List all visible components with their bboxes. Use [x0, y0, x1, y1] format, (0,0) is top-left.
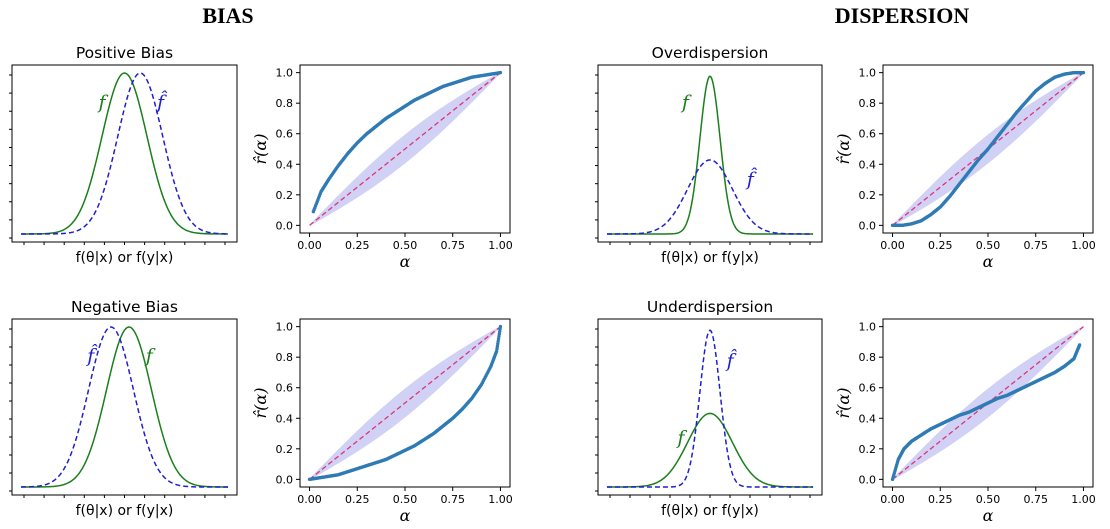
plot-frame [597, 318, 823, 496]
x-tick-label: 0.75 [1023, 239, 1048, 252]
x-tick-label: 0.75 [440, 493, 465, 506]
y-axis-label: r̂(α) [251, 134, 270, 165]
panel-4: Overdispersion f f̂ f(θ|x) or f(y|x) [595, 44, 823, 266]
x-axis-label: f(θ|x) or f(y|x) [661, 503, 759, 519]
panel-7: 0.00 0.25 0.50 0.75 1.00 0.0 0.2 0.4 0.6 0.8 1.0 α r… [834, 318, 1096, 525]
y-tick-label: 0.6 [276, 128, 294, 141]
data-point [1077, 343, 1082, 347]
panel-title: Negative Bias [71, 298, 178, 316]
y-tick-label: 0.0 [276, 219, 294, 232]
f-hat-label: f̂ [155, 90, 168, 113]
x-axis-label: α [400, 252, 411, 271]
panel-title: Underdispersion [647, 298, 773, 316]
y-axis-label: r̂(α) [834, 388, 853, 419]
x-tick-label: 0.00 [297, 493, 322, 506]
data-point [1081, 70, 1086, 75]
y-tick-label: 1.0 [859, 67, 877, 80]
x-tick-label: 1.00 [1071, 239, 1096, 252]
x-tick-label: 0.00 [880, 493, 905, 506]
y-tick-label: 0.0 [859, 473, 877, 486]
y-tick-label: 0.6 [276, 382, 294, 395]
plot-frame [11, 318, 238, 496]
estimated-density-line [606, 329, 814, 488]
estimated-density-line [606, 159, 814, 235]
panel-title: Overdispersion [652, 44, 769, 62]
y-tick-label: 0.2 [859, 189, 877, 202]
y-tick-label: 0.4 [859, 412, 877, 425]
x-tick-label: 0.75 [1023, 493, 1048, 506]
data-point [498, 70, 503, 75]
y-tick-label: 0.0 [276, 473, 294, 486]
x-tick-label: 0.00 [297, 239, 322, 252]
x-axis-label: f(θ|x) or f(y|x) [76, 503, 174, 519]
x-tick-label: 0.25 [928, 239, 953, 252]
y-tick-label: 0.2 [859, 443, 877, 456]
y-tick-label: 0.4 [276, 158, 294, 171]
f-label: f [680, 91, 692, 113]
x-tick-label: 0.50 [393, 239, 418, 252]
f-label: f [144, 345, 156, 367]
x-axis-label: α [983, 252, 994, 271]
panel-1: 0.00 0.25 0.50 0.75 1.00 0.0 0.2 0.4 0.6 0.8 1.0 α r… [251, 64, 513, 271]
data-point [498, 324, 503, 329]
x-tick-label: 0.25 [928, 493, 953, 506]
panel-title: Positive Bias [76, 44, 173, 62]
f-hat-label: f̂ [745, 168, 758, 191]
y-tick-label: 0.0 [859, 219, 877, 232]
x-axis-label: f(θ|x) or f(y|x) [661, 250, 759, 266]
x-tick-label: 0.00 [880, 239, 905, 252]
y-axis-label: r̂(α) [834, 134, 853, 165]
true-density-line [606, 75, 814, 235]
dispersion-header: DISPERSION [835, 3, 970, 28]
y-tick-label: 0.8 [276, 97, 294, 110]
plot-frame [11, 64, 238, 243]
panel-5: 0.00 0.25 0.50 0.75 1.00 0.0 0.2 0.4 0.6 0.8 1.0 α r… [834, 64, 1096, 271]
true-density-line [606, 412, 814, 488]
estimated-density-line [20, 326, 228, 488]
y-tick-label: 0.2 [276, 189, 294, 202]
x-tick-label: 0.50 [976, 493, 1001, 506]
x-tick-label: 0.50 [976, 239, 1001, 252]
x-tick-label: 1.00 [1071, 493, 1096, 506]
x-tick-label: 1.00 [488, 493, 513, 506]
y-tick-label: 0.8 [859, 351, 877, 364]
plot-frame [597, 64, 823, 243]
panel-3: 0.00 0.25 0.50 0.75 1.00 0.0 0.2 0.4 0.6 0.8 1.0 α r… [251, 318, 513, 525]
x-tick-label: 0.50 [393, 493, 418, 506]
panel-6: Underdispersion f f̂ f(θ|x) or f(y|x) [595, 298, 823, 519]
x-tick-label: 1.00 [488, 239, 513, 252]
y-tick-label: 0.6 [859, 128, 877, 141]
x-axis-label: f(θ|x) or f(y|x) [76, 250, 174, 266]
x-axis-label: α [400, 506, 411, 525]
y-tick-label: 0.8 [276, 351, 294, 364]
y-tick-label: 0.6 [859, 382, 877, 395]
x-tick-label: 0.25 [345, 239, 370, 252]
x-axis-label: α [983, 506, 994, 525]
x-tick-label: 0.25 [345, 493, 370, 506]
y-tick-label: 0.2 [276, 443, 294, 456]
panel-2: Negative Bias f f̂ f(θ|x) or f(y|x) [9, 298, 238, 519]
reference-diagonal [309, 72, 501, 226]
panel-0: Positive Bias f f̂ f(θ|x) or f(y|x) [9, 44, 238, 266]
f-hat-label: f̂ [725, 349, 738, 372]
f-label: f [96, 91, 108, 113]
bias-header: BIAS [202, 3, 253, 28]
f-label: f [675, 427, 687, 449]
y-tick-label: 0.4 [859, 158, 877, 171]
x-tick-label: 0.75 [440, 239, 465, 252]
true-density-line [21, 326, 228, 488]
y-tick-label: 0.8 [859, 97, 877, 110]
true-density-line [21, 72, 228, 235]
y-tick-label: 0.4 [276, 412, 294, 425]
y-tick-label: 1.0 [276, 67, 294, 80]
y-axis-label: r̂(α) [251, 388, 270, 419]
y-tick-label: 1.0 [859, 321, 877, 334]
y-tick-label: 1.0 [276, 321, 294, 334]
estimated-density-line [21, 72, 229, 235]
reference-diagonal [309, 326, 501, 480]
f-hat-label: f̂ [85, 344, 98, 367]
